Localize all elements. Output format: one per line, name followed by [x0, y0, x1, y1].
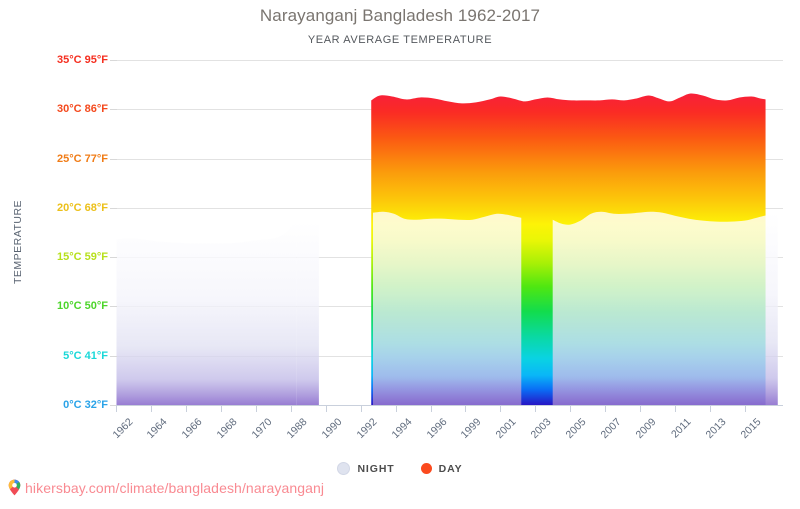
- y-axis-tick-mark: [110, 158, 117, 160]
- y-axis-tick-label: 15°C 59°F: [57, 251, 108, 264]
- legend-item-night[interactable]: NIGHT: [337, 462, 394, 475]
- x-axis-tick-mark: [116, 405, 118, 412]
- x-axis-tick-mark: [709, 405, 711, 412]
- y-axis-tick-mark: [110, 109, 117, 111]
- y-axis-tick-label: 30°C 86°F: [57, 103, 108, 116]
- legend-label: DAY: [438, 462, 463, 475]
- y-axis-tick-label: 35°C 95°F: [57, 54, 108, 66]
- night-series-area: [116, 211, 778, 405]
- map-pin-icon: [8, 479, 21, 496]
- x-axis-tick-mark: [395, 405, 397, 412]
- x-axis-tick-mark: [465, 405, 467, 412]
- y-axis-tick-label: 25°C 77°F: [57, 152, 108, 165]
- x-axis-tick-mark: [535, 405, 537, 412]
- night-area-path: [116, 221, 297, 405]
- y-axis-tick-label: 5°C 41°F: [63, 349, 108, 362]
- y-axis-tick-mark: [110, 306, 117, 308]
- x-axis-tick-mark: [430, 405, 432, 412]
- y-axis-tick-mark: [110, 355, 117, 357]
- night-area-path: [296, 221, 319, 405]
- x-axis-tick-mark: [325, 405, 327, 412]
- legend-swatch-night-icon: [337, 462, 351, 475]
- x-axis-tick-mark: [500, 405, 502, 412]
- y-axis-tick-label: 10°C 50°F: [57, 300, 108, 313]
- y-axis-tick-mark: [110, 405, 117, 406]
- legend-item-day[interactable]: DAY: [420, 462, 463, 475]
- x-axis-tick-mark: [744, 405, 746, 412]
- y-axis-tick-label: 0°C 32°F: [63, 399, 108, 411]
- gridline: [113, 60, 783, 61]
- source-url[interactable]: hikersbay.com/climate/bangladesh/narayan…: [25, 479, 325, 496]
- y-axis-tick-mark: [110, 257, 117, 259]
- chart-legend: NIGHT DAY: [0, 462, 800, 475]
- x-axis-tick-mark: [221, 405, 223, 412]
- x-axis-tick-mark: [186, 405, 188, 412]
- page-title: Narayanganj Bangladesh 1962-2017: [259, 6, 541, 25]
- legend-label: NIGHT: [357, 462, 395, 475]
- x-axis-labels: 1962 1964 1966 1968 1970 1988 1990 1992 1994 1996…: [110, 405, 783, 465]
- x-axis-tick-mark: [290, 405, 292, 412]
- x-axis-tick-mark: [605, 405, 607, 412]
- x-axis-tick-mark: [674, 405, 676, 412]
- y-axis-tick-mark: [110, 207, 117, 209]
- x-axis-tick-mark: [256, 405, 258, 412]
- chart-svg: [116, 93, 778, 405]
- night-area-path: [552, 211, 778, 405]
- footer[interactable]: hikersbay.com/climate/bangladesh/narayan…: [8, 479, 324, 496]
- x-axis-tick-mark: [570, 405, 572, 412]
- legend-swatch-day-icon: [420, 463, 432, 474]
- y-axis-tick-mark: [110, 60, 117, 61]
- x-axis-line: [113, 405, 783, 406]
- night-area-path: [372, 211, 522, 405]
- x-axis-tick-mark: [151, 405, 153, 412]
- y-axis-tick-label: 20°C 68°F: [57, 201, 108, 214]
- x-axis-tick-mark: [639, 405, 641, 412]
- chart-subtitle: YEAR AVERAGE TEMPERATURE: [307, 34, 493, 46]
- y-axis-labels: 0°C 32°F 5°C 41°F 10°C 50°F 15°C 59°F 20°C 6…: [0, 55, 117, 411]
- x-axis-tick-mark: [360, 405, 362, 412]
- chart-plot-area: [113, 60, 783, 406]
